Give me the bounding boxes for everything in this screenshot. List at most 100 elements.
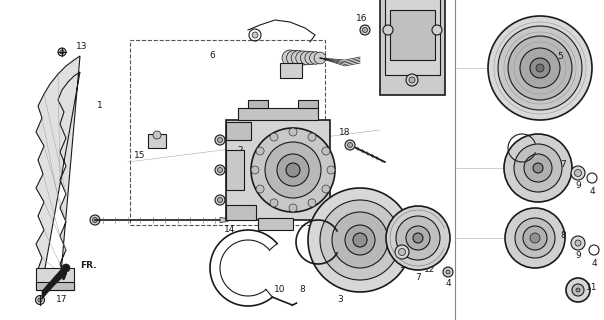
Circle shape [360,25,370,35]
Bar [248,100,268,108]
Text: 9: 9 [575,252,581,260]
Circle shape [575,240,581,246]
Circle shape [574,170,582,177]
Bar [36,282,74,290]
Bar [238,108,318,120]
Bar [226,205,256,220]
Circle shape [215,165,225,175]
Circle shape [60,50,64,54]
Bar [36,268,74,290]
Circle shape [515,218,555,258]
Circle shape [58,48,66,56]
Circle shape [566,278,590,302]
Bar [385,0,440,75]
Circle shape [289,204,297,212]
Circle shape [443,267,453,277]
Circle shape [505,208,565,268]
Circle shape [572,284,584,296]
Circle shape [38,298,42,302]
Text: 4: 4 [591,259,597,268]
Text: 3: 3 [337,295,343,305]
Text: 13: 13 [76,42,88,51]
Circle shape [296,51,310,65]
Circle shape [305,52,318,65]
Bar [130,40,325,225]
Text: 14: 14 [224,226,236,235]
Circle shape [90,215,100,225]
Circle shape [289,128,297,136]
Circle shape [270,133,278,141]
Circle shape [347,142,353,148]
Circle shape [286,163,300,177]
Circle shape [286,50,302,66]
Circle shape [256,147,264,155]
Circle shape [432,25,442,35]
Polygon shape [380,0,445,95]
Circle shape [446,270,450,274]
Circle shape [300,51,314,65]
Circle shape [251,166,259,174]
Circle shape [314,52,326,64]
Text: 9: 9 [575,180,581,189]
Circle shape [215,135,225,145]
Bar [390,10,435,60]
Circle shape [396,216,440,260]
Text: 1: 1 [97,100,103,109]
Circle shape [406,226,430,250]
Text: 4: 4 [445,278,451,287]
Circle shape [265,142,321,198]
Circle shape [383,25,393,35]
Circle shape [308,188,412,292]
Circle shape [277,154,309,186]
Bar [298,100,318,108]
Circle shape [327,166,335,174]
Circle shape [309,52,322,64]
Circle shape [395,245,409,259]
Bar [226,120,330,220]
Circle shape [508,36,572,100]
Circle shape [322,147,330,155]
Text: 9: 9 [399,260,405,269]
Text: 10: 10 [274,285,286,294]
Circle shape [345,225,375,255]
Circle shape [36,295,45,305]
Circle shape [217,167,222,172]
Circle shape [362,28,367,33]
Circle shape [282,50,298,66]
Circle shape [533,163,543,173]
Circle shape [291,51,306,65]
Circle shape [308,133,316,141]
Bar [226,150,244,190]
Circle shape [256,185,264,193]
Circle shape [308,199,316,207]
Circle shape [320,200,400,280]
Bar [280,63,302,78]
Circle shape [498,26,582,110]
Text: 7: 7 [560,159,566,169]
Text: 6: 6 [209,51,215,60]
Circle shape [520,48,560,88]
Text: 15: 15 [134,150,146,159]
Polygon shape [220,218,228,222]
Circle shape [406,74,418,86]
Text: 12: 12 [425,266,435,275]
Text: 7: 7 [415,274,421,283]
Circle shape [413,233,423,243]
Bar [226,122,251,140]
Circle shape [92,218,97,222]
Circle shape [270,199,278,207]
Circle shape [409,77,415,83]
Circle shape [571,236,585,250]
Circle shape [217,138,222,142]
Circle shape [504,134,572,202]
Circle shape [251,128,335,212]
Circle shape [399,249,405,255]
Polygon shape [36,56,80,285]
Circle shape [571,166,585,180]
Circle shape [386,206,450,270]
Bar [258,218,293,230]
Text: 17: 17 [56,295,68,305]
Bar [148,134,166,148]
Circle shape [353,233,367,247]
Text: 11: 11 [586,284,598,292]
